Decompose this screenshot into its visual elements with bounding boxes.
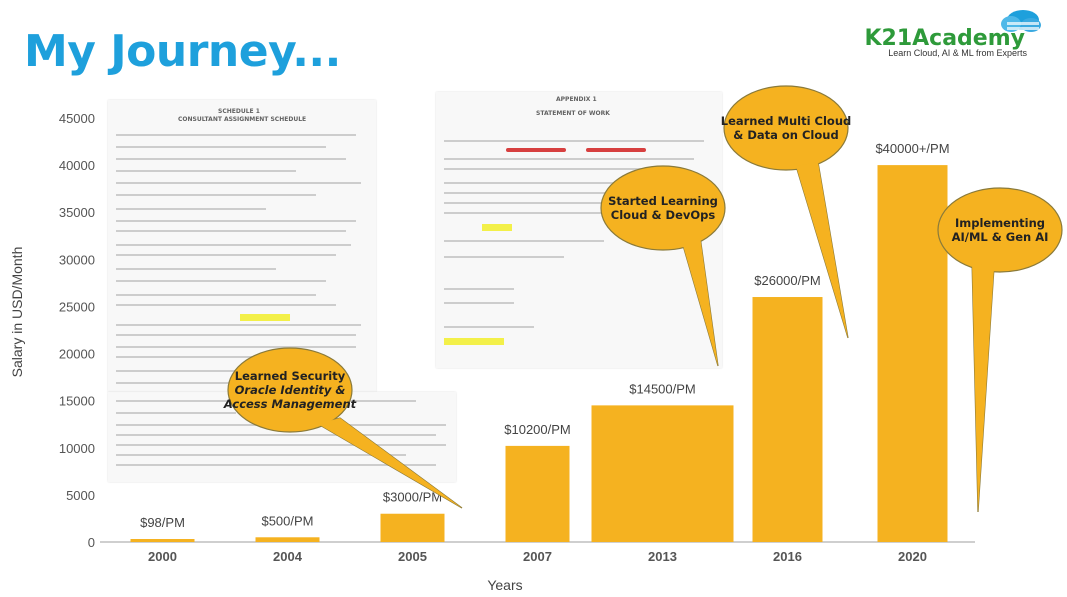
- x-tick-label: 2013: [648, 549, 677, 564]
- callout-text: Access Management: [223, 397, 357, 411]
- x-tick-label: 2005: [398, 549, 427, 564]
- data-label: $26000/PM: [754, 273, 821, 288]
- callout-text: Learned Security: [235, 369, 346, 383]
- x-tick-label: 2000: [148, 549, 177, 564]
- callout-ellipse: [227, 347, 353, 433]
- x-tick-label: 2016: [773, 549, 802, 564]
- y-axis-title: Salary in USD/Month: [9, 247, 25, 378]
- data-label: $500/PM: [261, 513, 313, 528]
- y-tick-label: 45000: [59, 111, 95, 126]
- x-tick-label: 2020: [898, 549, 927, 564]
- callout-pointer-fill: [796, 162, 848, 338]
- callout-text: Implementing: [955, 216, 1045, 230]
- callout-text: Started Learning: [608, 194, 718, 208]
- callout-ellipse: [600, 165, 726, 251]
- y-tick-label: 0: [88, 535, 95, 550]
- y-tick-label: 15000: [59, 394, 95, 409]
- data-label: $40000+/PM: [875, 141, 949, 156]
- brand-name: K21Academy: [864, 26, 1025, 51]
- bar: [591, 405, 734, 542]
- bar: [380, 513, 445, 542]
- callout-text: Oracle Identity &: [235, 383, 346, 397]
- callout-pointer-fill: [318, 418, 462, 508]
- y-tick-label: 10000: [59, 441, 95, 456]
- y-tick-label: 25000: [59, 299, 95, 314]
- bar: [255, 537, 320, 542]
- cloud-logo-icon: [1001, 10, 1041, 32]
- page-title: My Journey...: [24, 26, 341, 77]
- y-tick-label: 5000: [66, 488, 95, 503]
- brand-tagline: Learn Cloud, AI & ML from Experts: [888, 48, 1027, 58]
- data-label: $14500/PM: [629, 381, 696, 396]
- x-axis-title: Years: [487, 577, 522, 593]
- y-tick-label: 35000: [59, 205, 95, 220]
- y-tick-label: 30000: [59, 252, 95, 267]
- x-tick-label: 2007: [523, 549, 552, 564]
- callout-bubble: Learned Multi Cloud& Data on Cloud: [721, 85, 852, 339]
- callout-text: Cloud & DevOps: [611, 208, 716, 222]
- y-axis: 0 5000 10000 15000 20000 25000 30000 35000 40000…: [59, 111, 95, 550]
- data-label: $10200/PM: [504, 422, 571, 437]
- y-tick-label: 40000: [59, 158, 95, 173]
- brand-logo: K21Academy Learn Cloud, AI & ML from Exp…: [864, 4, 1053, 58]
- callout-ellipse: [937, 187, 1063, 273]
- data-label: $98/PM: [140, 515, 185, 530]
- y-tick-label: 20000: [59, 347, 95, 362]
- background-document-contract: SCHEDULE 1 CONSULTANT ASSIGNMENT SCHEDUL…: [108, 100, 376, 392]
- callout-ellipse: [723, 85, 849, 171]
- bar: [130, 539, 195, 542]
- callout-text: & Data on Cloud: [733, 128, 838, 142]
- data-label: $3000/PM: [383, 490, 442, 505]
- callout-pointer-fill: [682, 236, 718, 366]
- callout-text: AI/ML & Gen AI: [952, 230, 1049, 244]
- bars-group: $98/PM 2000 $500/PM 2004 $3000/PM 2005 $10200/…: [130, 141, 950, 564]
- callout-text: Learned Multi Cloud: [721, 114, 852, 128]
- bar: [505, 445, 570, 542]
- bar: [752, 297, 823, 542]
- bar: [877, 165, 948, 542]
- x-tick-label: 2004: [273, 549, 303, 564]
- callout-pointer-fill: [972, 262, 994, 512]
